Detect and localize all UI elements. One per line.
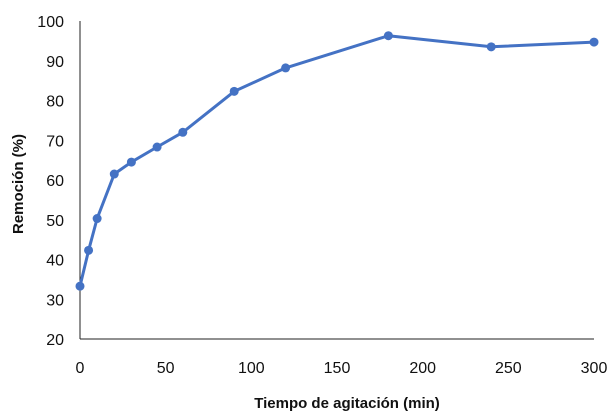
y-tick-label: 50 bbox=[46, 213, 64, 230]
y-tick-label: 30 bbox=[46, 292, 64, 309]
x-tick-label: 200 bbox=[409, 360, 436, 377]
y-tick-label: 70 bbox=[46, 133, 64, 150]
data-point bbox=[383, 31, 393, 41]
data-point bbox=[486, 42, 496, 52]
data-point bbox=[152, 142, 162, 152]
data-point bbox=[75, 281, 85, 291]
x-axis-title: Tiempo de agitación (min) bbox=[254, 395, 440, 412]
data-point bbox=[109, 169, 119, 179]
x-tick-label: 0 bbox=[76, 360, 85, 377]
data-point bbox=[126, 157, 136, 167]
y-tick-label: 100 bbox=[37, 14, 64, 31]
x-tick-label: 150 bbox=[324, 360, 351, 377]
series-line bbox=[78, 34, 596, 288]
data-point bbox=[178, 127, 188, 137]
axes bbox=[79, 21, 594, 340]
data-point bbox=[589, 37, 599, 47]
y-tick-label: 60 bbox=[46, 173, 64, 190]
data-point bbox=[92, 214, 102, 224]
series bbox=[75, 31, 599, 291]
y-tick-label: 20 bbox=[46, 332, 64, 349]
data-point bbox=[229, 86, 239, 96]
y-tick-label: 40 bbox=[46, 253, 64, 270]
tick-labels: 20 30 40 50 60 70 80 90 100 0 50 100 150 200 250 300 bbox=[37, 14, 607, 377]
y-axis-title: Remoción (%) bbox=[10, 134, 27, 234]
x-tick-label: 100 bbox=[238, 360, 265, 377]
data-point bbox=[281, 63, 291, 73]
y-tick-label: 80 bbox=[46, 94, 64, 111]
x-tick-label: 300 bbox=[581, 360, 608, 377]
x-tick-label: 50 bbox=[157, 360, 175, 377]
y-tick-label: 90 bbox=[46, 54, 64, 71]
x-tick-label: 250 bbox=[495, 360, 522, 377]
data-point bbox=[84, 245, 94, 255]
